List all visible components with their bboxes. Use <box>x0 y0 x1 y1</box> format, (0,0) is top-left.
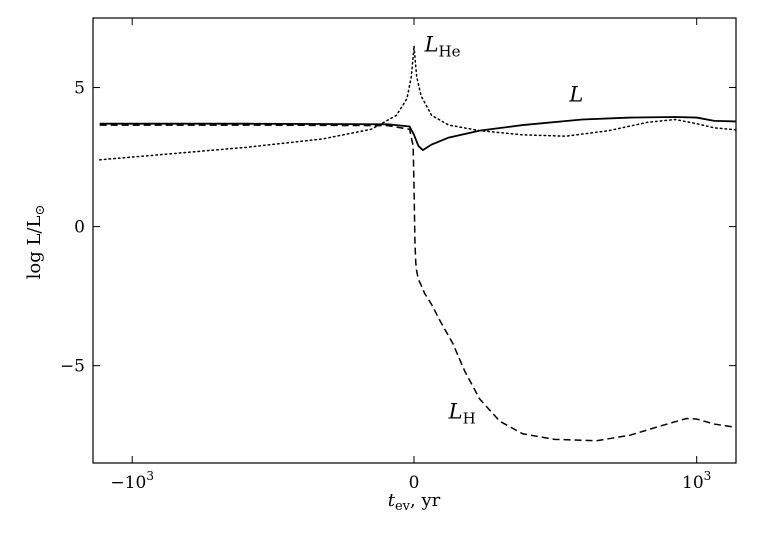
annotation-group: LHe L LH <box>424 32 584 427</box>
y-tick-label: 5 <box>74 79 85 99</box>
y-tick-label: −5 <box>60 357 85 377</box>
series-line-l-h <box>99 124 737 442</box>
series-annotation: L <box>568 82 583 106</box>
x-tick-label: 0 <box>409 473 420 493</box>
y-tick-label: 0 <box>74 218 85 238</box>
series-annotation: LH <box>448 400 476 428</box>
x-tick-label: −103 <box>110 469 154 493</box>
y-axis-label: log L/L⊙ <box>24 205 48 280</box>
tick-group: −103 0 103 5 0 −5 <box>60 18 736 493</box>
x-axis-label: tev, yr <box>388 490 441 514</box>
series-line-l <box>99 116 737 152</box>
series-line-l-he <box>98 45 737 161</box>
series-group <box>98 45 737 442</box>
series-annotation: LHe <box>424 32 461 60</box>
x-tick-label: 103 <box>682 469 711 493</box>
